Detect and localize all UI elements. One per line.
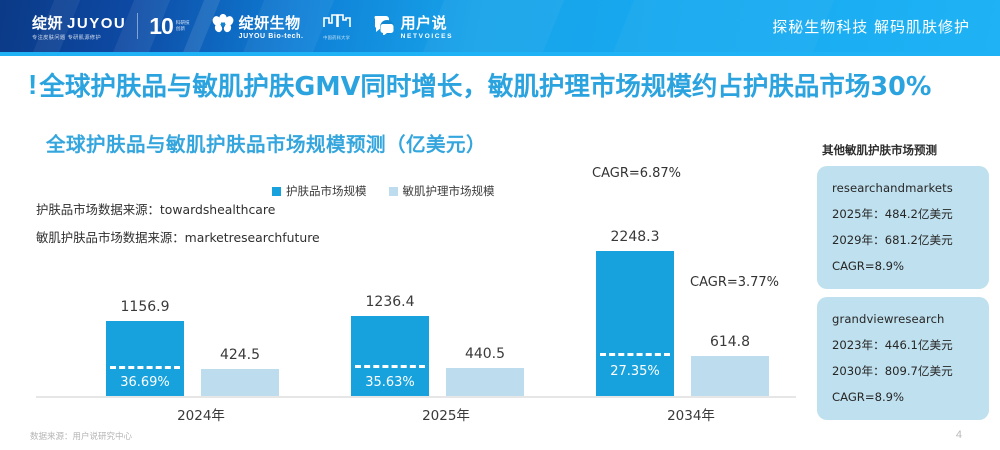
- page-number: 4: [955, 429, 962, 441]
- bar-value-skincare-2034: 2248.3: [610, 229, 660, 245]
- source-line-sensitive: 敏肌护肤品市场数据来源：marketresearchfuture: [36, 230, 320, 245]
- legend-label-skincare: 护肤品市场规模: [286, 184, 367, 198]
- biotech-logo-cn: 绽妍生物: [238, 14, 301, 32]
- x-axis-label-2025: 2025年: [422, 408, 470, 424]
- bar-skincare-2024[interactable]: 1156.9 36.69%: [106, 299, 184, 396]
- logo-bar: 绽妍 JUYOU 专注皮肤问题 专研肌源修护 10 科研技 创新: [32, 0, 453, 52]
- juyou-logo-tagline: 专注皮肤问题 专研肌源修护: [32, 34, 102, 41]
- chart-legend: 护肤品市场规模 敏肌护理市场规模: [272, 183, 495, 199]
- anniversary-sub-bottom: 创新: [175, 26, 185, 31]
- slide-header: 绽妍 JUYOU 专注皮肤问题 专研肌源修护 10 科研技 创新: [0, 0, 1000, 52]
- chart-data-sources: 护肤品市场数据来源：towardshealthcare 敏肌护肤品市场数据来源：…: [36, 196, 320, 252]
- bar-sensitive-2034[interactable]: 614.8: [691, 334, 769, 396]
- bar-skincare-2034[interactable]: 2248.3 27.35%: [596, 229, 674, 396]
- bar-value-skincare-2024: 1156.9: [120, 299, 170, 315]
- netvoices-logo: 用户说 NETVOICES: [372, 12, 454, 40]
- bar-value-sensitive-2025: 440.5: [464, 345, 506, 362]
- juyou-logo-en: JUYOU: [67, 14, 127, 32]
- legend-item-skincare: 护肤品市场规模: [272, 183, 367, 199]
- share-divider-2034: [600, 353, 670, 356]
- x-axis-label-2024: 2024年: [177, 408, 225, 424]
- bar-sensitive-2025[interactable]: 440.5: [446, 346, 524, 396]
- card-source-name: grandviewresearch: [832, 312, 945, 326]
- logo-divider: [137, 13, 139, 39]
- bar-group-2025: 1236.4 35.63% 440.5: [351, 250, 541, 396]
- biotech-logo-en: JUYOU Bio-tech.: [238, 33, 304, 40]
- bar-group-2034: 2248.3 27.35% 614.8: [596, 229, 786, 396]
- share-label-2025: 35.63%: [365, 375, 415, 390]
- juyou-logo-cn: 绽妍: [32, 13, 64, 32]
- bar-value-sensitive-2034: 614.8: [709, 334, 751, 350]
- share-divider-2025: [355, 364, 425, 368]
- legend-item-sensitive: 敏肌护理市场规模: [388, 183, 495, 199]
- exclamation-icon: !: [28, 68, 38, 100]
- card-line-3: CAGR=8.9%: [832, 390, 905, 404]
- card-source-name: researchandmarkets: [832, 181, 953, 195]
- university-mark-icon: [322, 12, 352, 33]
- bar-skincare-2025[interactable]: 1236.4 35.63%: [351, 294, 429, 396]
- card-line-2: 2030年：809.7亿美元: [832, 364, 953, 378]
- chart-baseline: [36, 396, 796, 398]
- anniversary-sub-top: 科研技: [175, 20, 190, 26]
- anniversary-number: 10: [149, 12, 174, 39]
- cagr-annotation-sensitive: CAGR=3.77%: [690, 275, 780, 290]
- card-line-1: 2025年：484.2亿美元: [832, 207, 953, 221]
- legend-label-sensitive: 敏肌护理市场规模: [402, 184, 495, 198]
- bar-group-2024: 1156.9 36.69% 424.5: [106, 250, 296, 396]
- header-accent-bar: [0, 52, 1000, 56]
- cagr-annotation-skincare: CAGR=6.87%: [592, 166, 682, 181]
- university-logo-cn: 中国药科大学: [323, 34, 351, 40]
- side-panel-title: 其他敏肌护肤市场预测: [822, 143, 937, 157]
- share-label-2034: 27.35%: [610, 364, 660, 379]
- bar-value-skincare-2025: 1236.4: [365, 294, 415, 310]
- bar-sensitive-2024[interactable]: 424.5: [201, 347, 279, 396]
- card-line-2: 2029年：681.2亿美元: [832, 233, 953, 247]
- legend-swatch-sensitive: [388, 186, 398, 196]
- forecast-card-grandviewresearch: grandviewresearch 2023年：446.1亿美元 2030年：8…: [817, 297, 989, 420]
- share-label-2024: 36.69%: [120, 375, 170, 390]
- university-logo: 中国药科大学: [322, 12, 352, 41]
- share-divider-2024: [110, 365, 180, 369]
- source-line-skincare: 护肤品市场数据来源：towardshealthcare: [36, 202, 276, 217]
- bar-value-sensitive-2024: 424.5: [219, 346, 261, 363]
- x-axis-label-2034: 2034年: [667, 408, 715, 424]
- netvoices-logo-en: NETVOICES: [400, 33, 454, 40]
- chart-title: 全球护肤品与敏肌护肤品市场规模预测（亿美元）: [46, 133, 487, 156]
- tenth-anniversary-logo: 10 科研技 创新: [149, 12, 190, 39]
- speech-bubbles-icon: [372, 13, 396, 40]
- page-title: ! 全球护肤品与敏肌护肤GMV同时增长，敏肌护理市场规模约占护肤品市场30%: [28, 66, 931, 103]
- card-line-3: CAGR=8.9%: [832, 259, 905, 273]
- chart-plot-area: 1156.9 36.69% 424.5 1236.4 35.63% 440.5 …: [36, 229, 796, 398]
- page-title-text: 全球护肤品与敏肌护肤GMV同时增长，敏肌护理市场规模约占护肤品市场30%: [39, 72, 932, 102]
- juyou-biotech-logo: 绽妍生物 JUYOU Bio-tech.: [212, 12, 304, 40]
- card-line-1: 2023年：446.1亿美元: [832, 338, 953, 352]
- footer-data-source: 数据来源：用户说研究中心: [30, 432, 133, 442]
- flower-icon: [212, 13, 234, 39]
- netvoices-logo-cn: 用户说: [400, 14, 448, 32]
- forecast-card-researchandmarkets: researchandmarkets 2025年：484.2亿美元 2029年：…: [817, 166, 989, 289]
- header-tagline: 探秘生物科技 解码肌肤修护: [772, 17, 970, 36]
- juyou-logo: 绽妍 JUYOU 专注皮肤问题 专研肌源修护: [32, 12, 126, 41]
- legend-swatch-skincare: [272, 186, 281, 196]
